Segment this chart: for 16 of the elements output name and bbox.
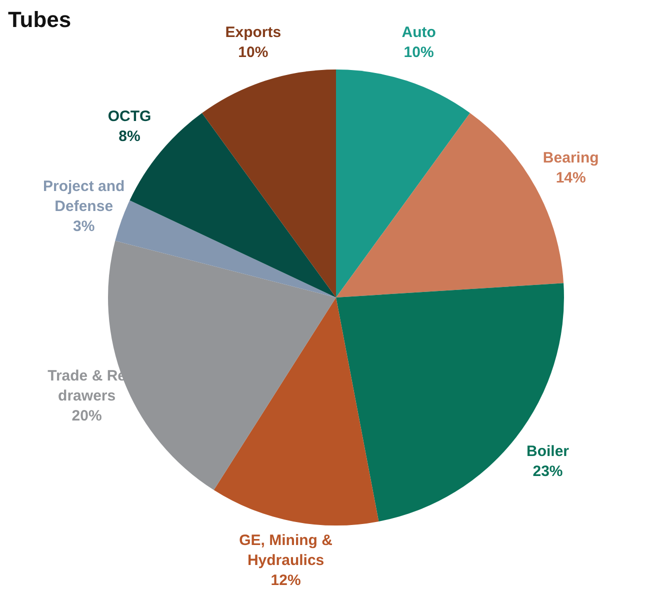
slice-label: GE, Mining & Hydraulics [239,532,333,569]
slice-label: Boiler [526,442,570,460]
data-label: 10% [404,44,434,61]
data-label: 12% [270,572,301,589]
data-label: 23% [532,462,563,480]
slice-label: Project and Defense [43,178,125,215]
data-label: 8% [118,128,140,145]
data-label: 3% [73,218,95,235]
slice-label: Exports [225,24,282,41]
chart-title: Tubes [8,7,72,32]
data-label: 10% [238,44,268,61]
data-label: 14% [556,170,586,187]
slice-label: Bearing [542,150,599,167]
slice-label: OCTG [108,108,152,125]
data-label: 20% [72,407,102,424]
slice-label: Auto [402,24,436,41]
